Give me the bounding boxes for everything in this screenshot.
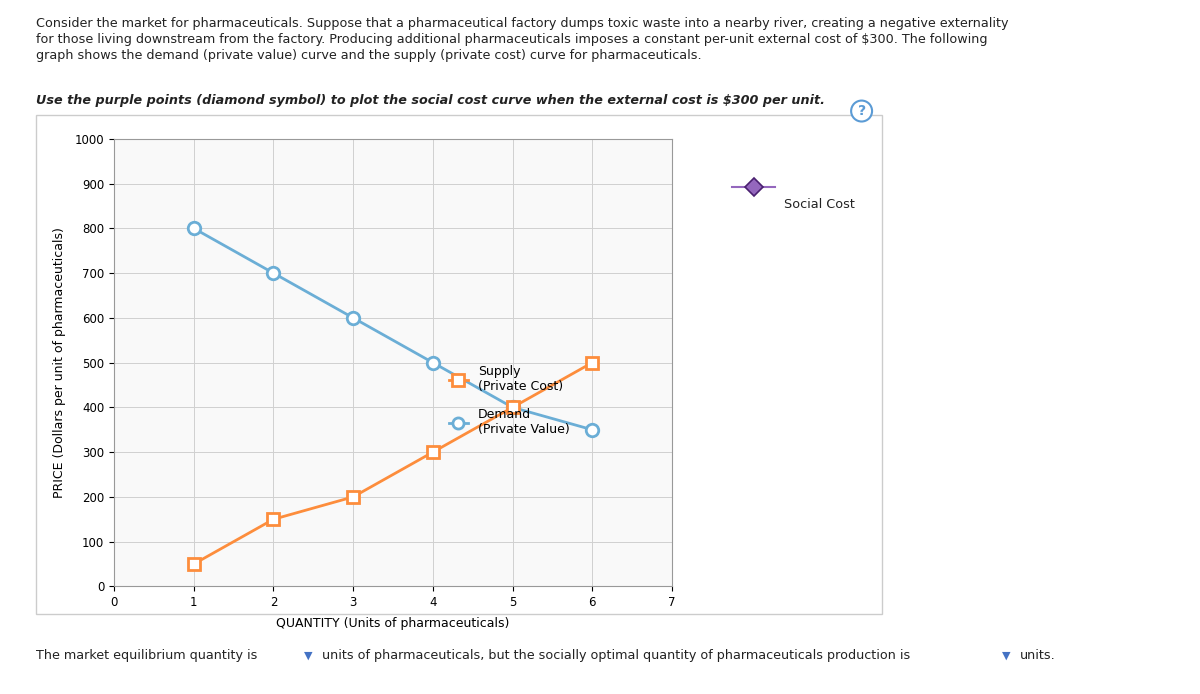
Text: ▼: ▼ <box>304 651 312 661</box>
Text: ▼: ▼ <box>1002 651 1010 661</box>
Text: ?: ? <box>858 104 865 118</box>
X-axis label: QUANTITY (Units of pharmaceuticals): QUANTITY (Units of pharmaceuticals) <box>276 618 510 630</box>
Text: Consider the market for pharmaceuticals. Suppose that a pharmaceutical factory d: Consider the market for pharmaceuticals.… <box>36 17 1008 31</box>
Legend: Supply
(Private Cost), Demand
(Private Value): Supply (Private Cost), Demand (Private V… <box>444 360 575 441</box>
Text: graph shows the demand (private value) curve and the supply (private cost) curve: graph shows the demand (private value) c… <box>36 49 702 62</box>
Text: units.: units. <box>1020 650 1056 662</box>
Text: Social Cost: Social Cost <box>784 198 854 211</box>
Text: The market equilibrium quantity is: The market equilibrium quantity is <box>36 650 257 662</box>
Y-axis label: PRICE (Dollars per unit of pharmaceuticals): PRICE (Dollars per unit of pharmaceutica… <box>53 227 66 498</box>
Text: Use the purple points (diamond symbol) to plot the social cost curve when the ex: Use the purple points (diamond symbol) t… <box>36 94 826 107</box>
Text: units of pharmaceuticals, but the socially optimal quantity of pharmaceuticals p: units of pharmaceuticals, but the social… <box>322 650 910 662</box>
Text: for those living downstream from the factory. Producing additional pharmaceutica: for those living downstream from the fac… <box>36 33 988 46</box>
